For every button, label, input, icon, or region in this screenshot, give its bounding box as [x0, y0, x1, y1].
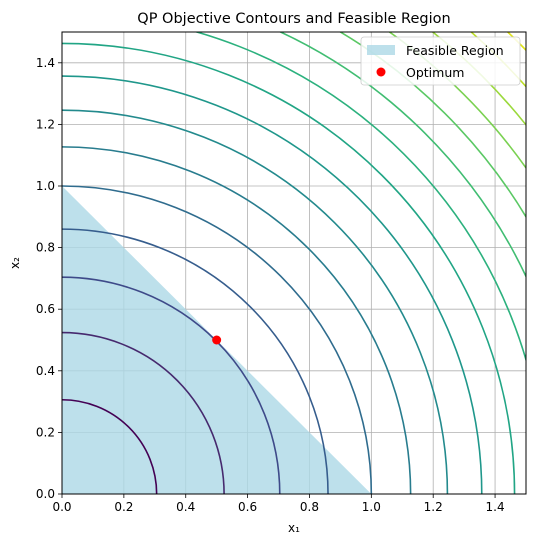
x-tick-label: 1.4 — [486, 500, 505, 514]
y-tick-label: 0.4 — [36, 364, 55, 378]
legend-label-feasible: Feasible Region — [406, 43, 504, 58]
y-tick-label: 0.8 — [36, 241, 55, 255]
contour-line — [387, 32, 526, 170]
x-tick-label: 0.2 — [114, 500, 133, 514]
axis-ticks: 0.0 0.2 0.4 0.6 0.8 1.0 1.2 1.4 0.0 0.2 0.4 0.6 0.8 1… — [36, 56, 505, 514]
legend-box — [360, 36, 521, 86]
x-tick-label: 0.8 — [300, 500, 319, 514]
plot-area — [61, 31, 527, 495]
y-tick-label: 0.0 — [36, 487, 55, 501]
y-tick-label: 1.4 — [36, 56, 55, 70]
contour-line — [278, 32, 526, 279]
chart-title: QP Objective Contours and Feasible Regio… — [137, 11, 450, 27]
contour-line — [62, 398, 158, 494]
plot-frame — [61, 31, 527, 495]
contour-line — [338, 32, 526, 219]
contour-line — [62, 331, 225, 494]
contour-lines — [62, 32, 526, 494]
x-tick-label: 1.2 — [424, 500, 443, 514]
x-tick-label: 1.0 — [362, 500, 381, 514]
legend-swatch-feasible — [367, 45, 395, 55]
y-tick-label: 0.6 — [36, 302, 55, 316]
x-tick-label: 0.6 — [238, 500, 257, 514]
contour-line — [193, 32, 526, 363]
contour-line — [62, 42, 516, 494]
x-tick-label: 0.4 — [176, 500, 195, 514]
legend-marker-optimum — [376, 67, 386, 77]
legend: Feasible Region Optimum — [360, 36, 521, 86]
contour-line — [62, 146, 412, 494]
optimum-point — [212, 335, 222, 345]
x-axis-label: x₁ — [288, 521, 300, 535]
y-tick-label: 0.2 — [36, 425, 55, 439]
y-axis-label: x₂ — [8, 257, 22, 269]
contour-line — [62, 109, 449, 494]
x-tick-label: 0.0 — [52, 500, 71, 514]
contour-line — [62, 185, 373, 494]
contour-line — [62, 228, 329, 494]
y-tick-label: 1.0 — [36, 179, 55, 193]
y-tick-label: 1.2 — [36, 117, 55, 131]
legend-label-optimum: Optimum — [406, 65, 464, 80]
contour-line — [62, 75, 483, 494]
